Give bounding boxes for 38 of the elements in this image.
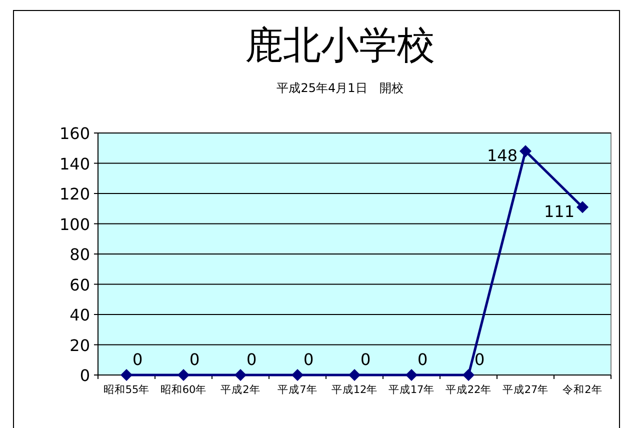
chart-subtitle: 平成25年4月1日 開校: [276, 81, 404, 95]
chart-title: 鹿北小学校: [245, 23, 435, 67]
data-label: 0: [246, 350, 257, 369]
x-tick-label: 平成22年: [445, 383, 492, 396]
data-label: 0: [304, 350, 314, 369]
point: [406, 369, 418, 381]
data-label: 0: [418, 350, 428, 369]
x-tick-label: 平成12年: [331, 383, 378, 396]
point: [178, 369, 190, 381]
point: [576, 201, 588, 214]
point: [348, 369, 360, 381]
data-label: 0: [474, 350, 485, 369]
x-tick-label: 昭和60年: [160, 383, 207, 396]
y-tick-label: 100: [59, 214, 90, 234]
data-label: 148: [486, 146, 518, 166]
point: [234, 369, 246, 381]
data-label: 0: [190, 350, 200, 369]
y-tick-label: 160: [59, 124, 90, 143]
y-tick-label: 60: [70, 275, 90, 294]
x-tick-label: 昭和55年: [103, 383, 150, 396]
data-label: 0: [132, 350, 143, 369]
point: [462, 369, 474, 381]
point: [520, 145, 532, 158]
x-tick-label: 平成17年: [388, 383, 435, 396]
data-label: 111: [544, 202, 574, 222]
y-tick-label: 140: [59, 154, 90, 174]
y-tick-label: 80: [70, 245, 90, 264]
x-tick-label: 平成2年: [220, 383, 260, 396]
x-tick-label: 令和2年: [562, 383, 602, 396]
y-tick-label: 120: [59, 184, 90, 204]
x-tick-label: 平成27年: [502, 383, 549, 396]
y-tick-label: 20: [70, 336, 90, 355]
x-tick-label: 平成7年: [278, 383, 318, 396]
point: [292, 369, 304, 381]
data-label: 0: [360, 350, 371, 369]
point: [120, 369, 132, 381]
y-tick-label: 0: [80, 366, 90, 385]
y-tick-label: 40: [70, 306, 90, 324]
